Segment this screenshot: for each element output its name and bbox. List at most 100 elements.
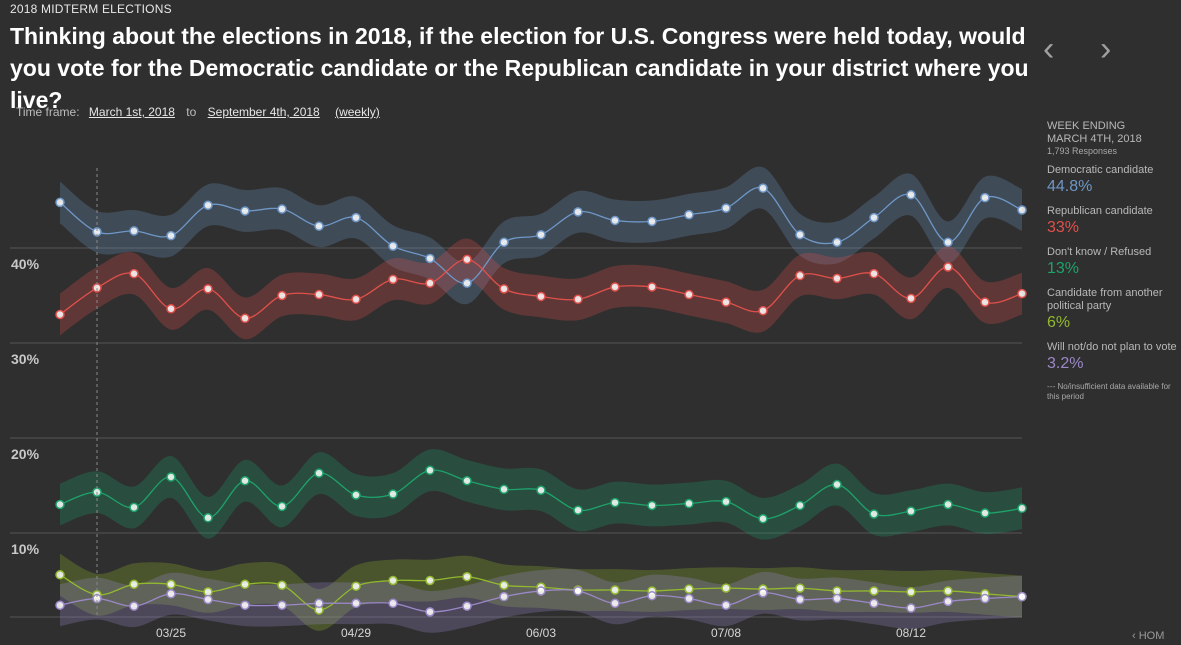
chevron-left-icon[interactable]: ‹ xyxy=(1043,30,1055,68)
data-point[interactable] xyxy=(536,229,546,240)
home-link[interactable]: ‹ HOM xyxy=(1132,630,1165,642)
start-date-link[interactable]: March 1st, 2018 xyxy=(88,105,175,119)
data-point[interactable] xyxy=(55,499,65,510)
data-point[interactable] xyxy=(795,594,805,605)
data-point[interactable] xyxy=(277,501,287,512)
data-point[interactable] xyxy=(425,253,435,264)
data-point[interactable] xyxy=(943,262,953,272)
data-point[interactable] xyxy=(425,465,435,476)
data-point[interactable] xyxy=(129,601,139,611)
data-point[interactable] xyxy=(1017,205,1027,215)
data-point[interactable] xyxy=(832,479,842,490)
data-point[interactable] xyxy=(277,204,287,214)
data-point[interactable] xyxy=(388,241,398,251)
data-point[interactable] xyxy=(166,472,176,482)
data-point[interactable] xyxy=(351,294,361,305)
data-point[interactable] xyxy=(684,210,694,220)
data-point[interactable] xyxy=(869,586,879,596)
data-point[interactable] xyxy=(499,484,509,495)
data-point[interactable] xyxy=(240,600,250,610)
data-point[interactable] xyxy=(55,570,65,580)
data-point[interactable] xyxy=(943,237,953,248)
data-point[interactable] xyxy=(240,476,250,486)
data-point[interactable] xyxy=(832,273,842,284)
data-point[interactable] xyxy=(943,499,953,510)
data-point[interactable] xyxy=(166,579,176,590)
data-point[interactable] xyxy=(721,297,731,307)
data-point[interactable] xyxy=(869,212,879,223)
data-point[interactable] xyxy=(166,589,176,599)
data-point[interactable] xyxy=(758,183,768,193)
data-point[interactable] xyxy=(647,500,657,511)
data-point[interactable] xyxy=(610,497,620,508)
data-point[interactable] xyxy=(388,274,398,285)
data-point[interactable] xyxy=(1017,288,1027,299)
data-point[interactable] xyxy=(314,598,324,609)
data-point[interactable] xyxy=(573,294,583,305)
data-point[interactable] xyxy=(240,206,250,216)
data-point[interactable] xyxy=(425,278,435,288)
data-point[interactable] xyxy=(462,476,472,486)
data-point[interactable] xyxy=(203,594,213,605)
data-point[interactable] xyxy=(129,502,139,513)
data-point[interactable] xyxy=(499,591,509,602)
data-point[interactable] xyxy=(573,586,583,596)
data-point[interactable] xyxy=(55,197,65,208)
data-point[interactable] xyxy=(462,278,472,288)
data-point[interactable] xyxy=(1017,591,1027,602)
data-point[interactable] xyxy=(240,313,250,324)
data-point[interactable] xyxy=(758,305,768,316)
data-point[interactable] xyxy=(277,290,287,301)
data-point[interactable] xyxy=(536,485,546,495)
data-point[interactable] xyxy=(425,575,435,586)
data-point[interactable] xyxy=(647,216,657,227)
data-point[interactable] xyxy=(129,579,139,590)
data-point[interactable] xyxy=(314,289,324,300)
data-point[interactable] xyxy=(980,508,990,518)
data-point[interactable] xyxy=(795,583,805,593)
data-point[interactable] xyxy=(980,297,990,307)
data-point[interactable] xyxy=(536,291,546,302)
data-point[interactable] xyxy=(832,237,842,248)
data-point[interactable] xyxy=(943,596,953,607)
data-point[interactable] xyxy=(610,598,620,609)
data-point[interactable] xyxy=(277,600,287,610)
data-point[interactable] xyxy=(129,268,139,279)
data-point[interactable] xyxy=(166,230,176,241)
data-point[interactable] xyxy=(721,583,731,593)
data-point[interactable] xyxy=(943,586,953,596)
end-date-link[interactable]: September 4th, 2018 xyxy=(207,105,320,119)
data-point[interactable] xyxy=(758,588,768,598)
data-point[interactable] xyxy=(536,586,546,596)
data-point[interactable] xyxy=(795,270,805,281)
data-point[interactable] xyxy=(388,575,398,586)
data-point[interactable] xyxy=(499,580,509,590)
data-point[interactable] xyxy=(906,190,916,200)
data-point[interactable] xyxy=(388,489,398,499)
data-point[interactable] xyxy=(684,289,694,300)
data-point[interactable] xyxy=(721,600,731,610)
data-point[interactable] xyxy=(573,207,583,217)
data-point[interactable] xyxy=(425,607,435,617)
data-point[interactable] xyxy=(129,226,139,236)
data-point[interactable] xyxy=(573,505,583,515)
interval-link[interactable]: (weekly) xyxy=(335,105,380,119)
data-point[interactable] xyxy=(314,468,324,478)
data-point[interactable] xyxy=(980,593,990,604)
data-point[interactable] xyxy=(906,293,916,304)
data-point[interactable] xyxy=(351,598,361,609)
data-point[interactable] xyxy=(906,587,916,597)
data-point[interactable] xyxy=(462,254,472,265)
data-point[interactable] xyxy=(203,587,213,597)
data-point[interactable] xyxy=(647,590,657,601)
data-point[interactable] xyxy=(610,282,620,292)
data-point[interactable] xyxy=(351,581,361,591)
data-point[interactable] xyxy=(166,304,176,314)
data-point[interactable] xyxy=(314,221,324,231)
data-point[interactable] xyxy=(832,593,842,604)
data-point[interactable] xyxy=(240,579,250,590)
data-point[interactable] xyxy=(684,584,694,594)
data-point[interactable] xyxy=(462,571,472,582)
data-point[interactable] xyxy=(351,212,361,223)
data-point[interactable] xyxy=(351,490,361,500)
